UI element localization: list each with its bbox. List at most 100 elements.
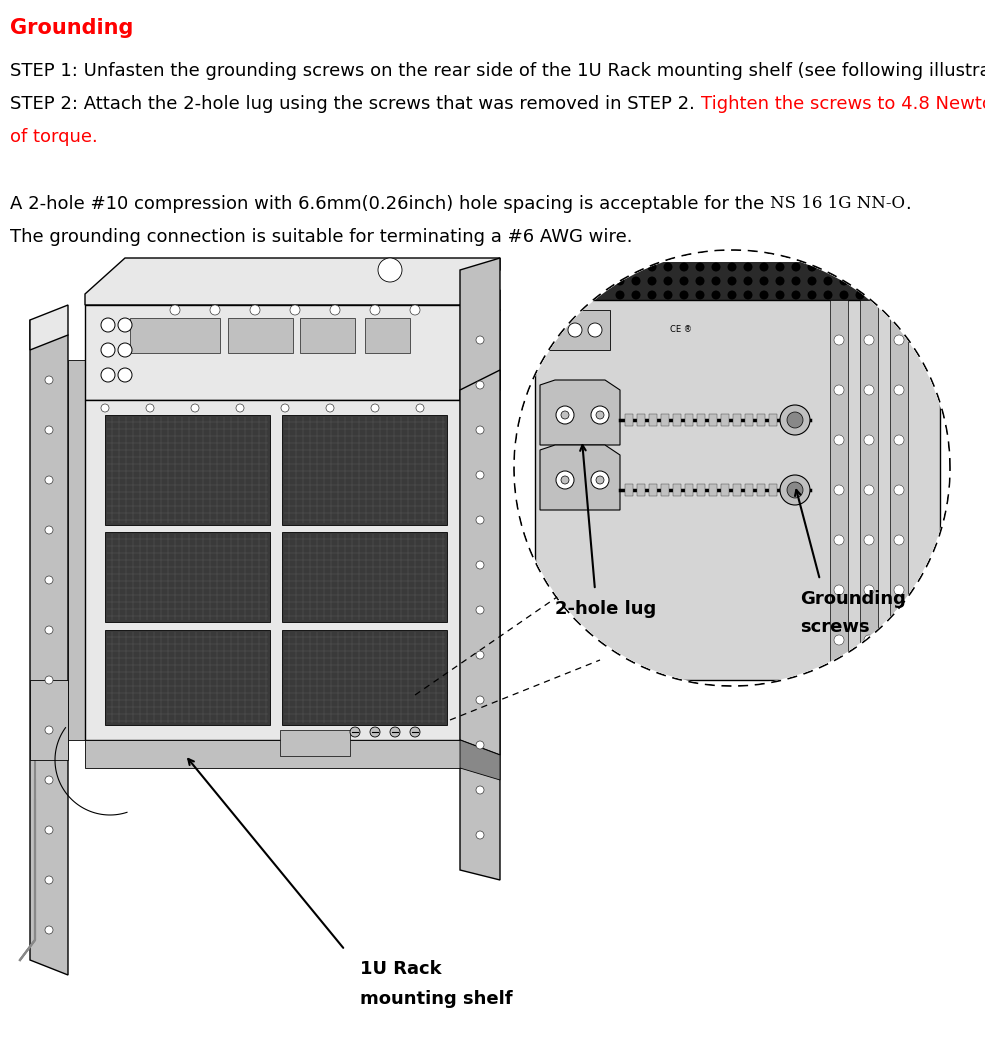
- Circle shape: [759, 263, 768, 272]
- Circle shape: [191, 404, 199, 412]
- Circle shape: [695, 291, 704, 299]
- Circle shape: [864, 585, 874, 595]
- Polygon shape: [365, 318, 410, 353]
- Circle shape: [894, 334, 904, 345]
- Polygon shape: [460, 258, 500, 400]
- Circle shape: [476, 381, 484, 389]
- Circle shape: [476, 336, 484, 344]
- Text: .: .: [905, 195, 911, 213]
- Circle shape: [864, 635, 874, 645]
- Polygon shape: [625, 414, 633, 426]
- Polygon shape: [860, 300, 878, 680]
- Text: STEP 1: Unfasten the grounding screws on the rear side of the 1U Rack mounting s: STEP 1: Unfasten the grounding screws on…: [10, 63, 985, 80]
- Polygon shape: [30, 320, 68, 975]
- Circle shape: [45, 576, 53, 584]
- Circle shape: [118, 343, 132, 357]
- Circle shape: [680, 291, 689, 299]
- Circle shape: [236, 404, 244, 412]
- Polygon shape: [85, 740, 460, 768]
- Polygon shape: [733, 483, 741, 496]
- Polygon shape: [757, 414, 765, 426]
- Text: NS 16 1G NN-O: NS 16 1G NN-O: [770, 195, 905, 212]
- Circle shape: [894, 635, 904, 645]
- Polygon shape: [540, 380, 620, 445]
- Circle shape: [711, 263, 720, 272]
- Circle shape: [894, 535, 904, 545]
- Circle shape: [281, 404, 289, 412]
- Circle shape: [775, 291, 784, 299]
- Circle shape: [711, 276, 720, 286]
- Circle shape: [350, 727, 360, 737]
- Circle shape: [728, 276, 737, 286]
- Polygon shape: [745, 483, 753, 496]
- Circle shape: [210, 305, 220, 315]
- Polygon shape: [68, 359, 85, 740]
- Circle shape: [759, 291, 768, 299]
- Circle shape: [664, 263, 673, 272]
- Polygon shape: [721, 414, 729, 426]
- Polygon shape: [721, 483, 729, 496]
- Polygon shape: [733, 414, 741, 426]
- Circle shape: [856, 263, 865, 272]
- Circle shape: [744, 276, 753, 286]
- Circle shape: [45, 376, 53, 384]
- Polygon shape: [105, 532, 270, 622]
- Circle shape: [647, 276, 656, 286]
- Circle shape: [330, 305, 340, 315]
- Polygon shape: [661, 483, 669, 496]
- Circle shape: [101, 368, 115, 382]
- Circle shape: [45, 426, 53, 435]
- Circle shape: [680, 276, 689, 286]
- Circle shape: [744, 291, 753, 299]
- Circle shape: [476, 471, 484, 479]
- Circle shape: [290, 305, 300, 315]
- Circle shape: [839, 291, 848, 299]
- Circle shape: [45, 726, 53, 734]
- Circle shape: [45, 876, 53, 884]
- Polygon shape: [769, 483, 777, 496]
- Polygon shape: [228, 318, 293, 353]
- Circle shape: [775, 263, 784, 272]
- Circle shape: [792, 263, 801, 272]
- Polygon shape: [649, 483, 657, 496]
- Polygon shape: [685, 483, 693, 496]
- Circle shape: [839, 263, 848, 272]
- Polygon shape: [130, 318, 220, 353]
- Polygon shape: [85, 400, 460, 740]
- Circle shape: [591, 406, 609, 424]
- Text: STEP 2: Attach the 2-hole lug using the screws that was removed in STEP 2.: STEP 2: Attach the 2-hole lug using the …: [10, 95, 700, 113]
- Circle shape: [45, 826, 53, 834]
- Polygon shape: [460, 370, 500, 755]
- Circle shape: [787, 482, 803, 498]
- Circle shape: [839, 276, 848, 286]
- Polygon shape: [685, 414, 693, 426]
- Circle shape: [616, 276, 624, 286]
- Polygon shape: [625, 483, 633, 496]
- Circle shape: [326, 404, 334, 412]
- Text: A 2-hole #10 compression with 6.6mm(0.26inch) hole spacing is acceptable for the: A 2-hole #10 compression with 6.6mm(0.26…: [10, 195, 770, 213]
- Circle shape: [476, 651, 484, 659]
- Text: screws: screws: [800, 618, 870, 636]
- Circle shape: [370, 305, 380, 315]
- Text: Tighten the screws to 4.8 Newton meters: Tighten the screws to 4.8 Newton meters: [700, 95, 985, 113]
- Circle shape: [775, 276, 784, 286]
- Polygon shape: [535, 262, 940, 300]
- Polygon shape: [637, 414, 645, 426]
- Polygon shape: [85, 305, 460, 400]
- Circle shape: [476, 741, 484, 749]
- Circle shape: [695, 276, 704, 286]
- Circle shape: [548, 323, 562, 337]
- Circle shape: [45, 526, 53, 534]
- Text: 1U Rack: 1U Rack: [360, 960, 441, 978]
- Polygon shape: [830, 300, 848, 680]
- Circle shape: [823, 276, 832, 286]
- Text: Grounding: Grounding: [800, 590, 906, 607]
- Circle shape: [823, 291, 832, 299]
- Circle shape: [476, 561, 484, 569]
- Polygon shape: [85, 258, 500, 305]
- Circle shape: [556, 406, 574, 424]
- Circle shape: [515, 251, 949, 685]
- Circle shape: [588, 323, 602, 337]
- Polygon shape: [540, 311, 610, 350]
- Polygon shape: [105, 630, 270, 725]
